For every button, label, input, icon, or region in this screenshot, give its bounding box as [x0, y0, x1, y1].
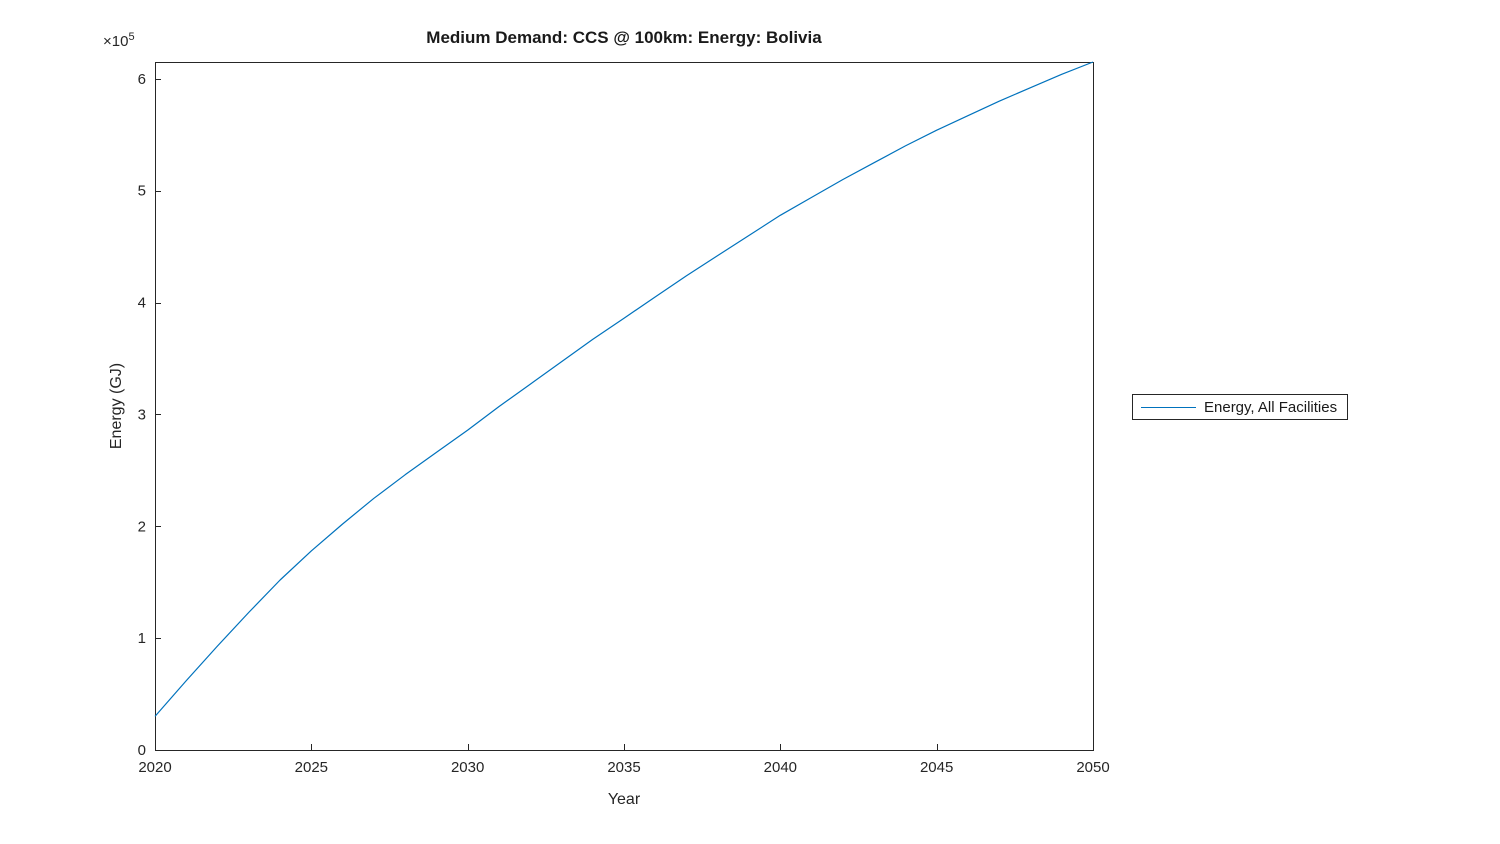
- svg-text:2040: 2040: [764, 759, 797, 776]
- legend-entry-label: Energy, All Facilities: [1204, 398, 1338, 416]
- svg-text:6: 6: [138, 71, 146, 88]
- svg-text:2045: 2045: [920, 759, 953, 776]
- x-axis-label: Year: [607, 791, 641, 808]
- svg-text:0: 0: [138, 742, 146, 759]
- y-axis-multiplier-base: ×10: [103, 33, 129, 50]
- svg-text:2025: 2025: [295, 759, 328, 776]
- svg-text:2030: 2030: [451, 759, 484, 776]
- svg-text:2: 2: [138, 518, 146, 535]
- chart-title: Medium Demand: CCS @ 100km: Energy: Boli…: [426, 28, 822, 47]
- svg-text:2035: 2035: [607, 759, 640, 776]
- svg-text:5: 5: [138, 183, 146, 200]
- svg-text:4: 4: [138, 295, 146, 312]
- y-axis-label: Energy (GJ): [108, 362, 125, 450]
- svg-text:3: 3: [138, 406, 146, 423]
- legend: Energy, All Facilities: [1132, 394, 1349, 420]
- legend-line-sample: [1141, 406, 1196, 408]
- svg-text:1: 1: [138, 630, 146, 647]
- y-axis-multiplier: ×105: [103, 31, 135, 50]
- y-axis-multiplier-exponent: 5: [128, 31, 135, 43]
- svg-text:2050: 2050: [1076, 759, 1109, 776]
- svg-text:2020: 2020: [138, 759, 171, 776]
